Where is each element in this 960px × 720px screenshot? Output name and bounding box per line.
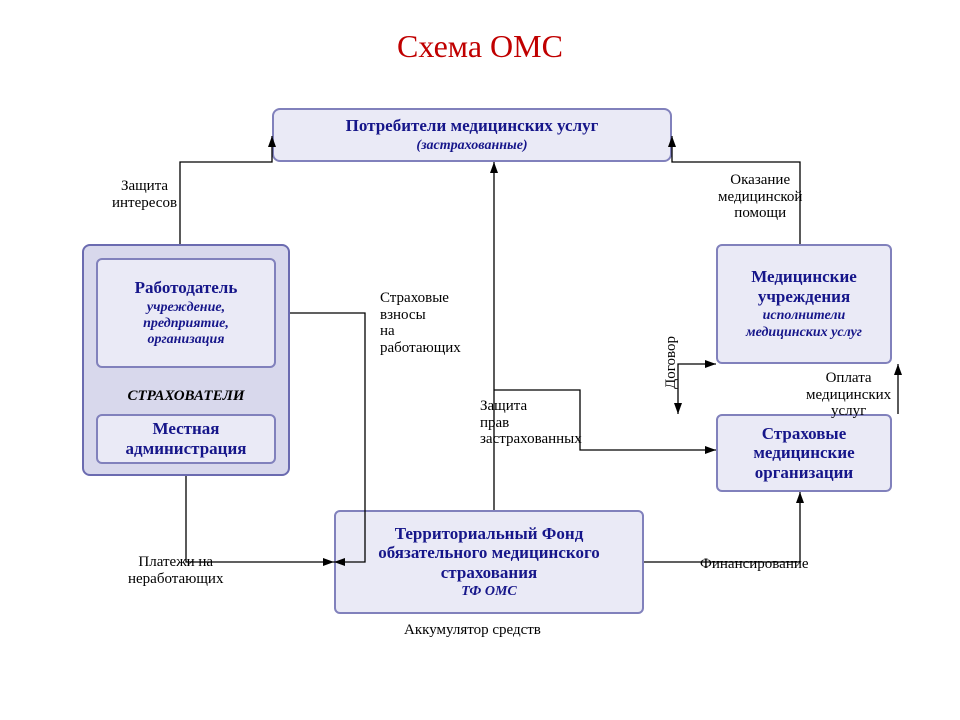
node-employer: Работодатель учреждение, предприятие, ор… [96,258,276,368]
node-med-institutions: Медицинские учреждения исполнители медиц… [716,244,892,364]
lbl-payments-unemp: Платежи на неработающих [128,554,223,587]
consumers-l1: Потребители медицинских услуг [346,116,599,136]
lbl-accumulator: Аккумулятор средств [404,622,541,639]
lbl-pay-services: Оплата медицинских услуг [806,370,891,420]
node-local-admin: Местная администрация [96,414,276,464]
lbl-care: Оказание медицинской помощи [718,172,802,222]
employer-l2: учреждение, предприятие, организация [106,300,266,348]
insurers-caption: СТРАХОВАТЕЛИ [84,388,288,405]
smo-l1: Страховые медицинские организации [726,424,882,483]
node-consumers: Потребители медицинских услуг (застрахов… [272,108,672,162]
diagram-title: Схема ОМС [0,28,960,65]
local-admin-l1: Местная администрация [106,419,266,458]
lbl-financing: Финансирование [700,556,809,573]
lbl-protect-rights: Защита прав застрахованных [480,398,582,448]
tfoms-l2: ТФ ОМС [461,584,516,600]
tfoms-l1: Территориальный Фонд обязательного медиц… [344,524,634,583]
lbl-contract: Договор [663,336,680,389]
consumers-l2: (застрахованные) [416,138,527,154]
diagram-stage: { "title": { "text": "Схема ОМС", "color… [0,0,960,720]
med-inst-l1: Медицинские учреждения [726,267,882,306]
med-inst-l2: исполнители медицинских услуг [726,308,882,340]
node-tfoms: Территориальный Фонд обязательного медиц… [334,510,644,614]
node-smo: Страховые медицинские организации [716,414,892,492]
employer-l1: Работодатель [135,278,238,298]
lbl-protect-interests: Защита интересов [112,178,177,211]
lbl-premiums: Страховые взносы на работающих [380,290,461,356]
